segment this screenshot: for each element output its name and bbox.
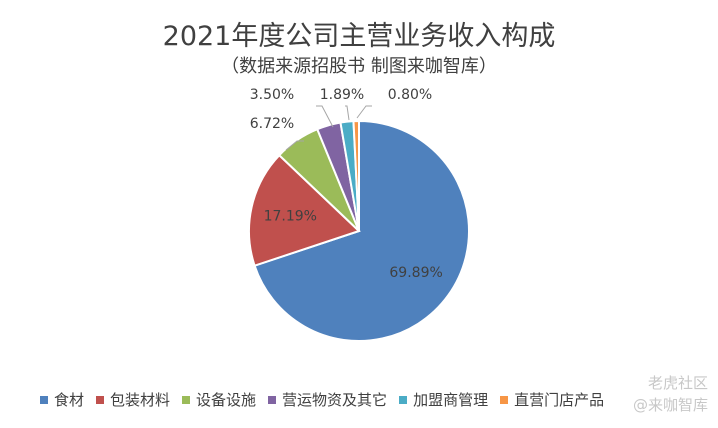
legend-item-equipment: 设备设施 xyxy=(182,389,256,410)
legend-label: 营运物资及其它 xyxy=(282,391,388,409)
legend-item-direct-store: 直营门店产品 xyxy=(500,389,604,410)
data-label: 3.50% xyxy=(250,87,294,103)
legend-item-packaging: 包装材料 xyxy=(96,389,170,410)
legend-label: 食材 xyxy=(54,391,85,409)
watermark-line2: @来咖智库 xyxy=(632,396,708,414)
legend-swatch xyxy=(96,395,105,404)
legend-swatch xyxy=(268,395,277,404)
legend-label: 包装材料 xyxy=(110,391,171,409)
data-label: 1.89% xyxy=(320,87,364,103)
chart-subtitle: （数据来源招股书 制图来咖智库） xyxy=(221,56,497,77)
pie-slice xyxy=(253,119,471,342)
leader-line xyxy=(285,140,304,151)
chart-title: 2021年度公司主营业务收入构成 xyxy=(162,21,556,52)
data-label: 0.80% xyxy=(388,87,432,103)
legend-label: 直营门店产品 xyxy=(514,391,605,409)
legend-item-franchise: 加盟商管理 xyxy=(399,389,488,410)
data-label: 6.72% xyxy=(250,116,294,132)
legend-item-supplies: 营运物资及其它 xyxy=(268,389,387,410)
watermark-line1: 老虎社区 xyxy=(647,374,708,392)
pie-slice xyxy=(248,153,361,267)
legend-swatch xyxy=(40,395,48,404)
legend-label: 设备设施 xyxy=(196,391,257,409)
legend-label: 加盟商管理 xyxy=(413,391,489,409)
data-label: 17.19% xyxy=(264,209,317,225)
chart-legend: 食材 包装材料 设备设施 营运物资及其它 加盟商管理 直营门店产品 xyxy=(40,389,710,410)
watermark: 老虎社区 @来咖智库 xyxy=(633,372,708,416)
leader-line xyxy=(345,105,350,121)
leader-line xyxy=(316,105,334,128)
legend-swatch xyxy=(399,395,408,404)
leader-line xyxy=(356,105,372,119)
legend-item-food: 食材 xyxy=(40,389,84,410)
legend-swatch xyxy=(500,395,509,404)
data-label: 69.89% xyxy=(389,265,442,281)
pie-slice xyxy=(352,119,360,232)
legend-swatch xyxy=(182,395,191,404)
